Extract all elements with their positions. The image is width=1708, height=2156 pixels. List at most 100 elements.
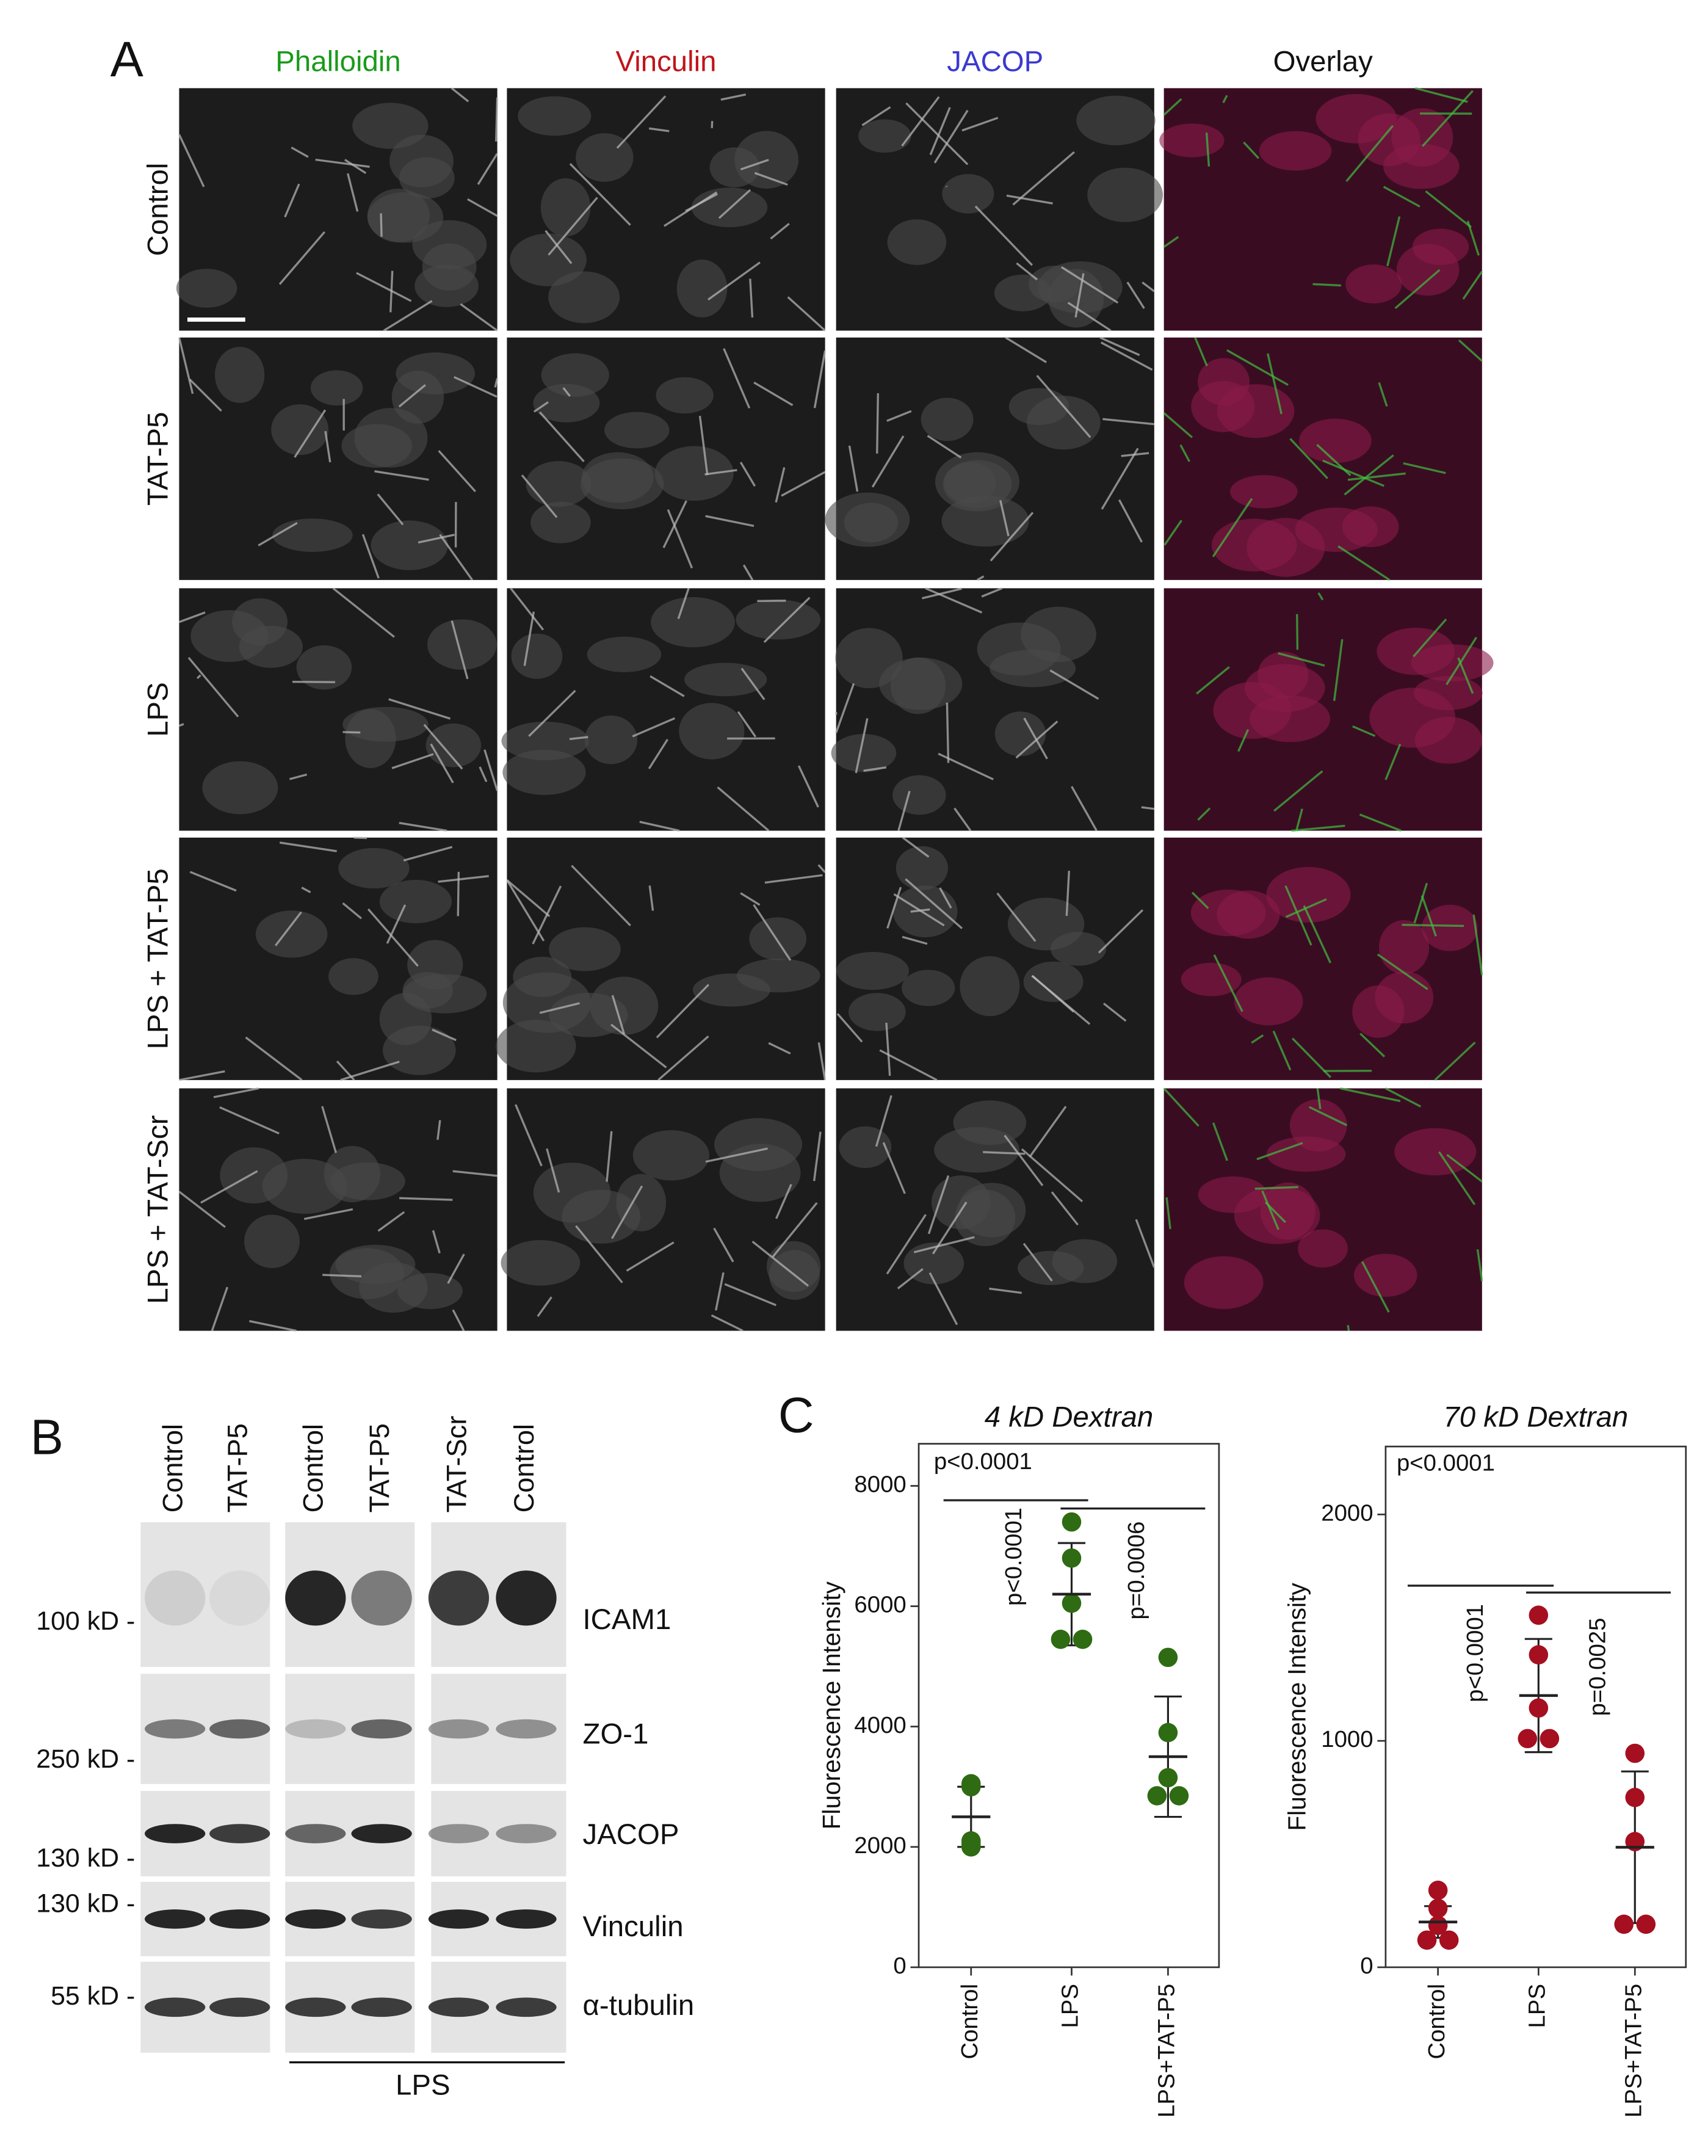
fiber: [922, 587, 962, 600]
fiber: [648, 885, 654, 911]
fiber: [367, 908, 419, 967]
cell: [1076, 95, 1156, 145]
fiber: [946, 702, 950, 763]
fiber: [321, 1106, 338, 1153]
fiber: [374, 470, 429, 481]
fiber: [1303, 905, 1332, 964]
cell: [1411, 644, 1494, 682]
fiber: [616, 95, 667, 149]
fiber: [913, 1236, 975, 1254]
cell: [548, 271, 620, 324]
cell: [1230, 475, 1298, 509]
protein-label: ICAM1: [583, 1603, 671, 1636]
fiber: [1194, 337, 1208, 366]
cell: [879, 657, 963, 710]
cell: [581, 458, 664, 510]
band: [145, 1824, 206, 1843]
cell: [1211, 518, 1297, 572]
fiber: [996, 892, 1037, 942]
fiber: [705, 515, 754, 528]
protein-label: α-tubulin: [583, 1989, 695, 2022]
cell: [587, 636, 662, 672]
fiber: [332, 587, 395, 638]
marker-label: 130 kD -: [36, 1843, 135, 1873]
data-point: [1073, 1630, 1093, 1649]
fiber: [1004, 1134, 1044, 1186]
cell: [749, 917, 807, 960]
data-point: [1529, 1645, 1549, 1664]
cell: [892, 885, 958, 938]
cell: [399, 157, 455, 199]
fiber: [1273, 770, 1323, 812]
cell: [518, 96, 592, 136]
data-point: [1158, 1768, 1178, 1788]
cell: [616, 1174, 667, 1232]
fiber: [1333, 639, 1344, 702]
fiber: [933, 109, 969, 164]
cell: [651, 597, 735, 648]
cell: [1414, 676, 1483, 711]
fiber: [219, 1106, 280, 1134]
band: [496, 1909, 557, 1929]
fiber: [927, 435, 962, 459]
fiber: [1438, 1151, 1476, 1205]
fiber: [739, 462, 756, 487]
cell: [835, 628, 903, 689]
fiber: [1296, 614, 1299, 650]
cell: [941, 495, 1029, 547]
fiber: [451, 87, 469, 103]
data-point: [1625, 1743, 1645, 1763]
fiber: [1446, 636, 1478, 686]
panel-letter: A: [110, 32, 144, 87]
fiber: [781, 471, 826, 497]
band: [285, 1570, 346, 1626]
cell: [540, 178, 591, 237]
cell: [513, 957, 572, 997]
fiber: [532, 885, 562, 945]
fiber: [389, 270, 394, 313]
fiber: [724, 1283, 776, 1307]
band: [285, 1824, 346, 1843]
fiber: [1386, 216, 1401, 267]
cell: [496, 1020, 576, 1073]
cell: [1378, 920, 1430, 975]
fiber: [399, 1197, 453, 1201]
cell: [1299, 418, 1372, 463]
p-value: p=0.0025: [1585, 1618, 1611, 1716]
cell: [902, 970, 955, 1006]
fiber: [606, 1131, 613, 1182]
fiber: [1163, 412, 1193, 438]
fiber: [974, 205, 1033, 266]
fiber: [1361, 1261, 1390, 1313]
fiber: [610, 1185, 643, 1240]
fiber: [1165, 1197, 1171, 1230]
fiber: [1359, 813, 1402, 832]
fiber: [571, 865, 631, 926]
fiber: [1065, 871, 1071, 916]
fiber: [539, 1002, 580, 1014]
cell: [1298, 1229, 1348, 1268]
fiber: [885, 1022, 891, 1076]
fiber: [929, 107, 951, 156]
row-label: LPS + TAT-P5: [142, 868, 174, 1049]
fiber: [787, 296, 826, 332]
fiber: [179, 1070, 225, 1081]
fiber: [835, 683, 855, 733]
cell: [296, 645, 352, 690]
fiber: [380, 213, 383, 237]
cell: [954, 1189, 1016, 1246]
fiber: [1098, 909, 1144, 954]
fiber: [717, 786, 770, 832]
cell: [1259, 131, 1332, 171]
cell: [1052, 1239, 1118, 1283]
data-point: [1518, 1729, 1538, 1749]
fiber: [342, 731, 361, 734]
micrograph: [836, 588, 1154, 831]
cell: [1414, 717, 1482, 764]
cell: [892, 775, 946, 815]
p-value: p<0.0001: [1462, 1604, 1488, 1702]
fiber: [910, 908, 930, 913]
fiber: [546, 1148, 560, 1193]
cell: [684, 662, 767, 697]
fiber: [740, 892, 761, 906]
